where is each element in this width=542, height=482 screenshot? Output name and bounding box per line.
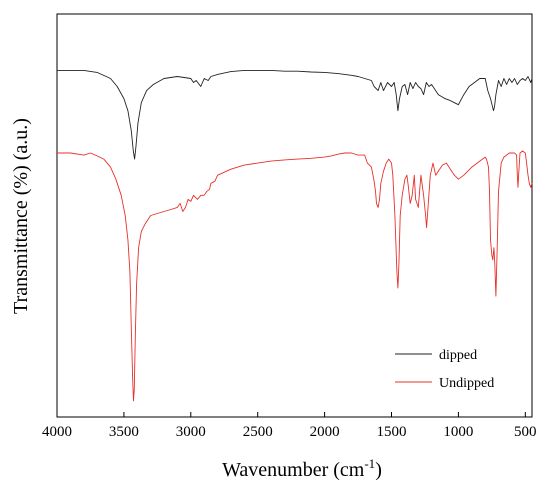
x-tick-label: 1000 xyxy=(443,424,473,440)
x-tick-label: 3000 xyxy=(176,424,206,440)
x-tick-label: 2000 xyxy=(310,424,340,440)
x-axis-title-superscript: -1 xyxy=(364,456,375,471)
x-tick-label: 1500 xyxy=(377,424,407,440)
x-axis-title: Wavenumber (cm-1) xyxy=(222,456,382,481)
series-line-undipped xyxy=(57,150,533,402)
x-tick-label: 2500 xyxy=(243,424,273,440)
x-tick-label: 3500 xyxy=(109,424,139,440)
x-tick-label: 4000 xyxy=(42,424,72,440)
x-tick-label: 500 xyxy=(514,424,537,440)
x-axis-title-main: Wavenumber (cm xyxy=(222,459,365,481)
y-axis-title: Transmittance (%) (a.u.) xyxy=(10,118,32,314)
legend-label-undipped: Undipped xyxy=(439,376,494,391)
x-axis-title-tail: ) xyxy=(375,459,382,481)
legend: dipped Undipped xyxy=(395,348,494,391)
series-layer xyxy=(57,69,533,402)
x-axis-ticks: 4000 3500 3000 2500 2000 1500 1000 500 xyxy=(42,412,537,440)
legend-label-dipped: dipped xyxy=(439,348,477,363)
plot-frame xyxy=(56,13,533,418)
series-line-dipped xyxy=(57,69,533,160)
